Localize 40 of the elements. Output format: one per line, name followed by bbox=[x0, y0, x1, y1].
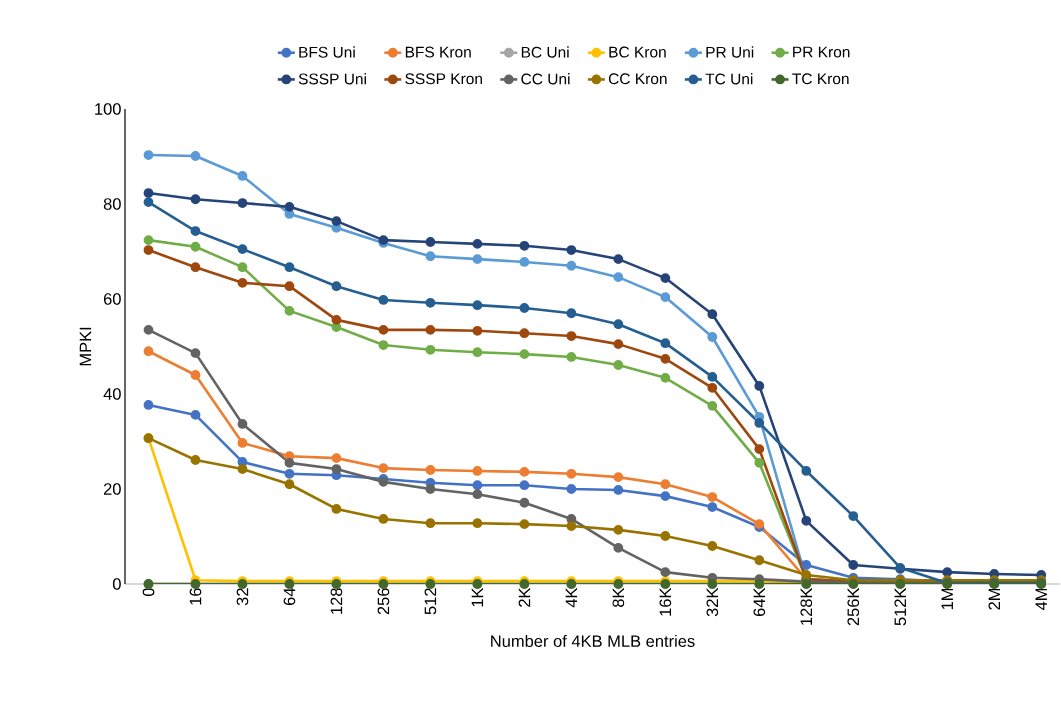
x-tick-label: 256 bbox=[377, 588, 390, 615]
x-tick-label: 16 bbox=[189, 588, 202, 605]
x-tick-label: 4M bbox=[1035, 588, 1047, 611]
x-tick-label: 64K bbox=[753, 587, 766, 617]
x-tick-label: 256K bbox=[847, 587, 860, 626]
y-axis-title: MPKI bbox=[79, 327, 92, 366]
x-axis-title: Number of 4KB MLB entries bbox=[491, 634, 695, 648]
x-tick-label: 16K bbox=[659, 587, 672, 616]
x-tick-label: 2K bbox=[518, 587, 531, 607]
legend-label: SSSP Kron bbox=[405, 73, 482, 85]
x-tick-label: 512K bbox=[894, 587, 907, 626]
x-tick-label: 64 bbox=[283, 588, 296, 606]
legend-label: PR Uni bbox=[706, 46, 754, 58]
x-tick-label: 8K bbox=[612, 587, 625, 607]
x-tick-label: 1M bbox=[941, 588, 953, 610]
legend-label: TC Kron bbox=[792, 73, 849, 85]
legend-label: TC Uni bbox=[705, 73, 753, 85]
x-tick-label: 0 bbox=[142, 588, 155, 597]
y-tick-label: 20 bbox=[103, 483, 121, 495]
y-tick-label: 80 bbox=[103, 198, 121, 210]
legend-label: CC Kron bbox=[608, 73, 667, 85]
legend-label: PR Kron bbox=[793, 46, 850, 58]
x-tick-label: 512 bbox=[424, 588, 437, 615]
legend-label: BC Uni bbox=[521, 46, 569, 58]
legend-label: SSSP Uni bbox=[298, 73, 366, 85]
x-tick-label: 2M bbox=[988, 588, 1000, 610]
y-tick-label: 40 bbox=[103, 388, 121, 400]
x-tick-label: 1K bbox=[471, 587, 484, 607]
legend-label: BC Kron bbox=[609, 46, 666, 58]
x-tick-label: 32 bbox=[236, 588, 249, 606]
legend-label: BFS Kron bbox=[405, 46, 471, 58]
y-tick-label: 100 bbox=[95, 103, 121, 115]
x-tick-label: 128 bbox=[330, 588, 343, 614]
x-tick-label: 128K bbox=[800, 587, 813, 625]
legend-label: BFS Uni bbox=[299, 46, 355, 58]
legend-label: CC Uni bbox=[521, 73, 570, 85]
y-tick-label: 0 bbox=[112, 578, 121, 590]
y-tick-label: 60 bbox=[103, 293, 121, 305]
x-tick-label: 4K bbox=[565, 587, 578, 608]
x-tick-label: 32K bbox=[706, 587, 719, 617]
